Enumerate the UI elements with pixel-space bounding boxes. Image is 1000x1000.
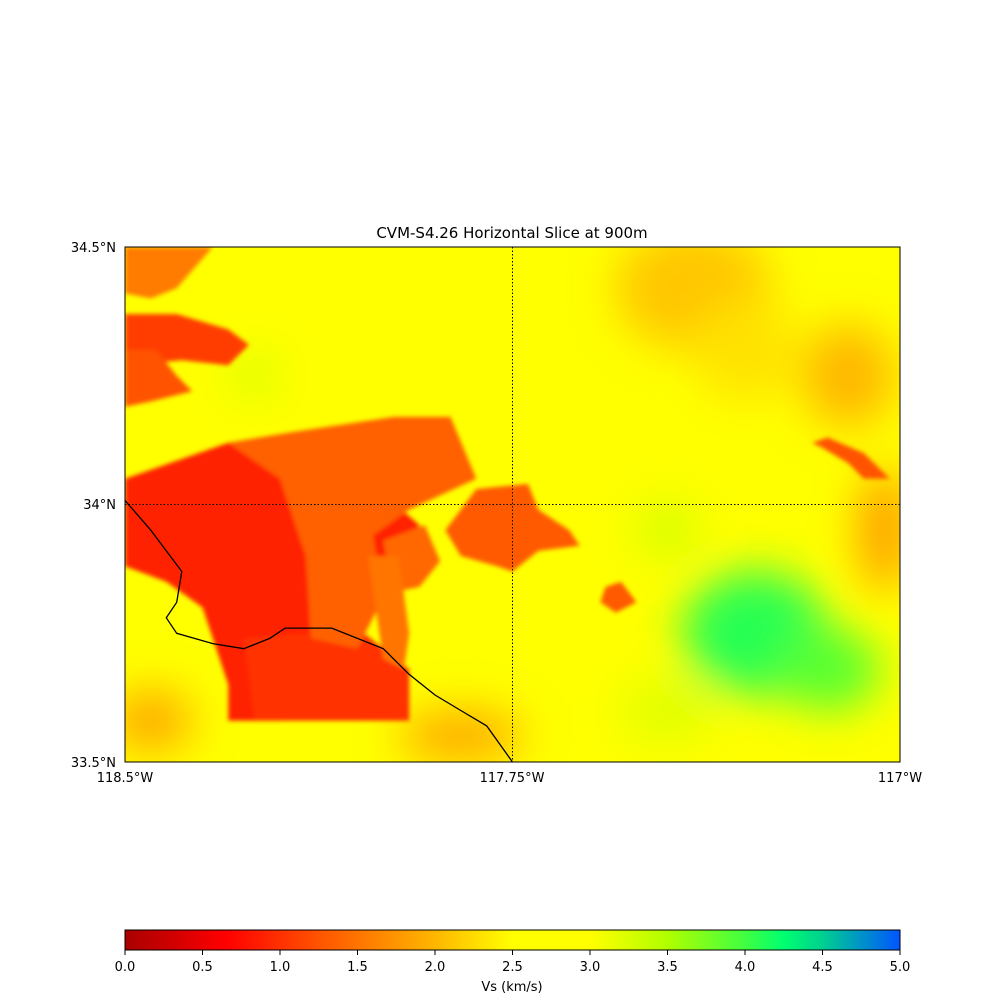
velocity-anomaly [776, 628, 880, 711]
colorbar-tick-label: 4.5 [812, 960, 833, 975]
basin-region [125, 350, 193, 407]
basin-region [600, 581, 637, 613]
colorbar-label: Vs (km/s) [481, 980, 542, 995]
low-velocity-basins [125, 247, 890, 721]
lat-label-34.5: 34.5°N [71, 241, 116, 256]
colorbar-tick-label: 2.0 [425, 960, 446, 975]
lat-label-34: 34°N [83, 498, 116, 513]
colorbar-tick-label: 5.0 [890, 960, 911, 975]
velocity-anomaly [233, 360, 275, 392]
basin-region [228, 416, 477, 649]
velocity-anomaly [636, 504, 699, 556]
colorbar-tick-label: 0.0 [115, 960, 136, 975]
velocity-anomaly [125, 689, 193, 752]
colorbar-tick-label: 3.5 [657, 960, 678, 975]
velocity-anomaly [621, 679, 714, 742]
colorbar: 0.0 0.5 1.0 1.5 2.0 2.5 3.0 3.5 4.0 4.5 5.0 Vs (km… [115, 929, 911, 995]
lon-label-118.5: 118.5°W [97, 771, 154, 786]
colorbar-tick-label: 0.5 [192, 960, 213, 975]
map-title: CVM-S4.26 Horizontal Slice at 900m [376, 224, 647, 242]
lon-label-117: 117°W [878, 771, 922, 786]
velocity-anomaly [398, 710, 523, 762]
basin-region [367, 556, 410, 670]
lon-label-117.75: 117.75°W [480, 771, 545, 786]
colorbar-tick-label: 3.0 [580, 960, 601, 975]
colorbar-tick-label: 4.0 [735, 960, 756, 975]
basin-region [243, 628, 410, 721]
colorbar-tick-label: 1.5 [347, 960, 368, 975]
velocity-map [125, 247, 900, 762]
lat-label-33.5: 33.5°N [71, 756, 116, 771]
colorbar-tick-label: 1.0 [270, 960, 291, 975]
coastline [125, 499, 514, 762]
colorbar-ticks: 0.0 0.5 1.0 1.5 2.0 2.5 3.0 3.5 4.0 4.5 5.0 [115, 950, 911, 975]
velocity-anomaly [858, 468, 900, 593]
velocity-anomaly [693, 298, 797, 402]
colorbar-tick-label: 2.5 [502, 960, 523, 975]
velocity-anomaly [801, 324, 895, 428]
basin-region [812, 437, 890, 479]
basin-region [125, 247, 213, 299]
map-frame [124, 246, 901, 763]
velocity-gradients [125, 247, 900, 762]
colorbar-gradient [124, 929, 901, 951]
